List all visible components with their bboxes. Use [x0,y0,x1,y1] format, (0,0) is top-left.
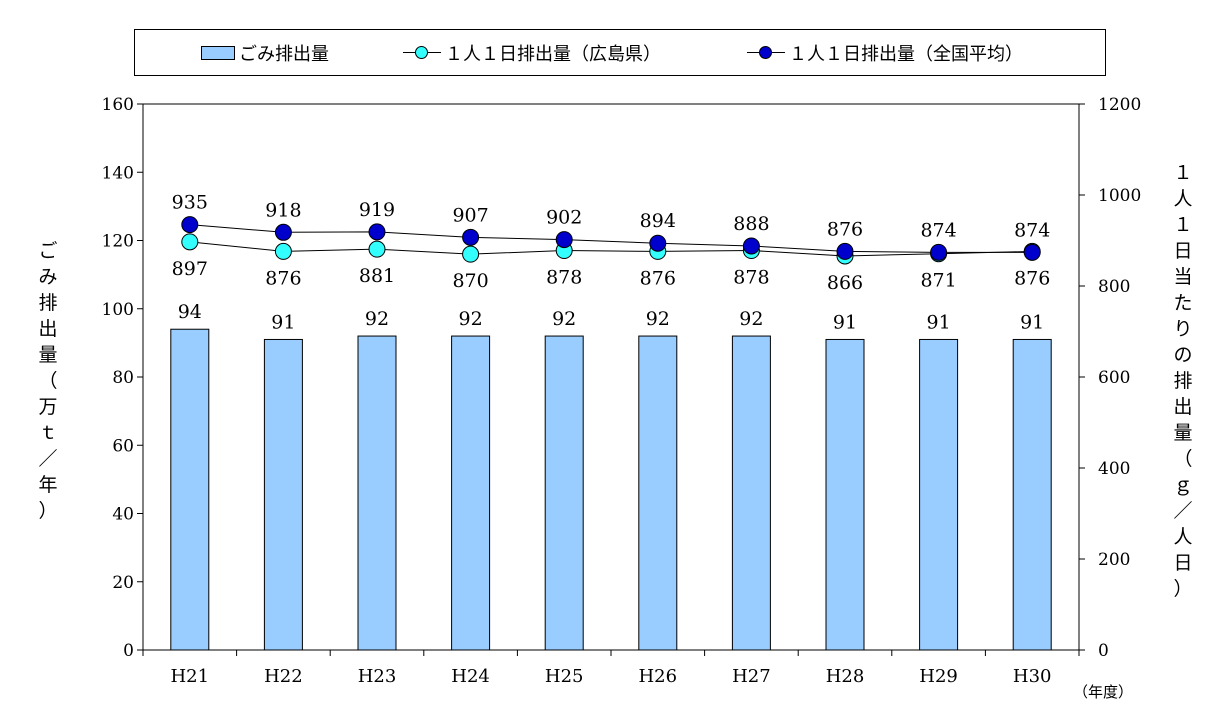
right-tick-label: 400 [1098,459,1130,479]
x-tick-label: H28 [826,666,865,687]
series-value-label: 866 [827,272,863,294]
legend: ごみ排出量 １人１日排出量（広島県） １人１日排出量（全国平均） [134,29,1106,76]
legend-swatch-bar [201,45,235,60]
series-value-label: 876 [640,267,676,289]
left-tick-label: 80 [112,368,134,388]
legend-swatch-national [747,45,785,61]
left-axis-title: ごみ排出量（万 ｔ ／年） [38,240,58,522]
left-tick-label: 120 [102,232,134,252]
series-point [274,223,292,241]
series-value-label: 902 [546,207,582,229]
series-value-label: 919 [359,199,395,221]
bar-value-label: 92 [739,308,763,330]
series-point [555,231,573,249]
bar-value-label: 91 [833,311,857,333]
series-value-label: 878 [733,267,769,289]
series-value-label: 897 [172,258,208,280]
legend-item-national: １人１日排出量（全国平均） [747,30,1023,75]
x-tick-label: H30 [1013,666,1052,687]
series-value-label: 888 [733,213,769,235]
series-value-label: 881 [359,265,395,287]
bar [263,338,303,651]
series-point [181,216,199,234]
series-point [836,242,854,260]
bar [638,335,678,651]
x-tick-label: H27 [732,666,771,687]
bar [544,335,584,651]
bar [170,328,210,651]
x-tick-label: H25 [545,666,584,687]
legend-label-bar: ごみ排出量 [239,43,329,65]
bar-value-label: 92 [646,308,670,330]
bar [451,335,491,651]
series-point [930,243,948,261]
x-tick-label: H24 [451,666,490,687]
bar-value-label: 91 [1020,311,1044,333]
x-tick-label: H26 [638,666,677,687]
right-tick-label: 600 [1098,368,1130,388]
left-tick-label: 60 [112,436,134,456]
left-tick-label: 20 [112,573,134,593]
bar-value-label: 92 [365,308,389,330]
series-value-label: 871 [920,270,956,292]
series-value-label: 876 [1014,267,1050,289]
bar [919,338,959,651]
series-point [1023,243,1041,261]
series-line [189,224,1033,253]
bar [357,335,397,651]
bar [825,338,865,651]
series-value-label: 918 [265,199,301,221]
right-tick-label: 0 [1098,641,1109,661]
x-tick-label: H23 [358,666,397,687]
legend-item-bar: ごみ排出量 [201,30,329,75]
series-value-label: 870 [452,270,488,292]
series-point [181,233,199,251]
series-value-label: 894 [640,210,676,232]
series-value-label: 878 [546,267,582,289]
left-tick-label: 40 [112,505,134,525]
series-point [368,240,386,258]
right-tick-label: 800 [1098,277,1130,297]
series-point [462,245,480,263]
series-value-label: 907 [452,204,488,226]
bar [1012,338,1052,651]
series-point [462,228,480,246]
legend-item-hiroshima: １人１日排出量（広島県） [403,30,661,75]
right-tick-label: 200 [1098,550,1130,570]
bar-value-label: 92 [552,308,576,330]
left-tick-label: 0 [123,641,134,661]
left-tick-label: 160 [102,95,134,115]
legend-label-national: １人１日排出量（全国平均） [789,43,1023,65]
series-point [368,223,386,241]
series-point [649,234,667,252]
series-value-label: 874 [920,219,956,241]
bar-value-label: 92 [459,308,483,330]
left-tick-label: 140 [102,163,134,183]
legend-label-hiroshima: １人１日排出量（広島県） [445,43,661,65]
series-point [742,237,760,255]
x-tick-label: H21 [170,666,209,687]
right-tick-label: 1000 [1098,186,1141,206]
bar-value-label: 91 [927,311,951,333]
series-line [189,241,1033,257]
series-value-label: 874 [1014,219,1050,241]
left-tick-label: 100 [102,300,134,320]
x-tick-label: H22 [264,666,303,687]
series-point [274,242,292,260]
series-value-label: 876 [265,267,301,289]
legend-swatch-hiroshima [403,45,441,61]
bar-value-label: 91 [271,311,295,333]
right-axis-title: １ 人 １ 日当たりの排出量（ｇ ／人日） [1173,162,1193,600]
right-tick-label: 1200 [1098,95,1141,115]
x-tick-label: H29 [919,666,958,687]
series-value-label: 935 [172,192,208,214]
bar-value-label: 94 [178,301,202,323]
bar [731,335,771,651]
x-unit-label: （年度） [1073,683,1133,701]
series-value-label: 876 [827,218,863,240]
